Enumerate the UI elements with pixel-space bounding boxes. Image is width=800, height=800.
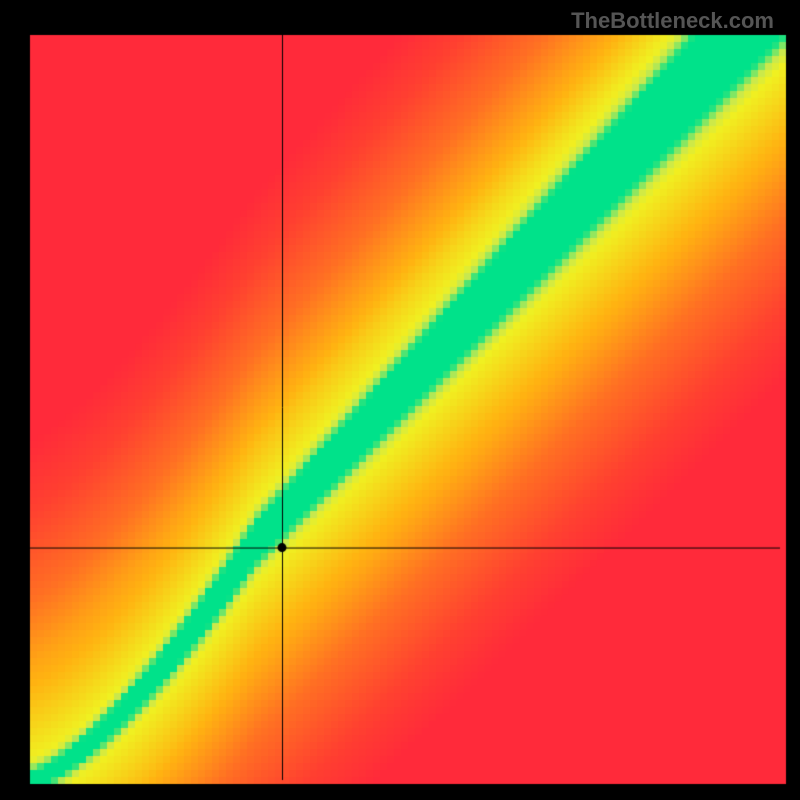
bottleneck-heatmap [0, 0, 800, 800]
watermark-text: TheBottleneck.com [571, 8, 774, 34]
